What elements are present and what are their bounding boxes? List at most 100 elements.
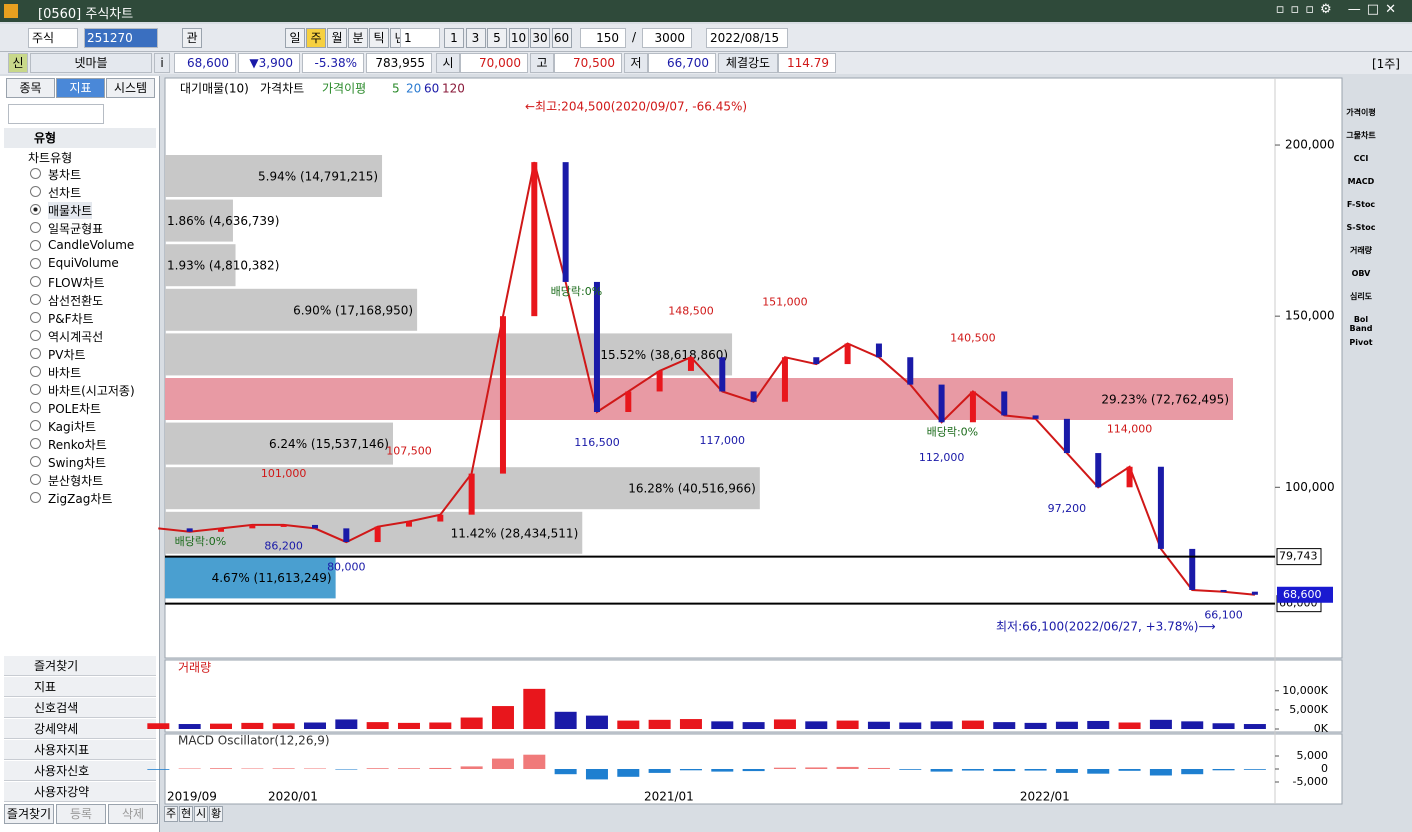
chart-type-item[interactable]: ZigZag차트 xyxy=(48,492,113,506)
radio[interactable] xyxy=(30,402,41,413)
chart-type-item[interactable]: P&F차트 xyxy=(48,312,94,326)
interval-button[interactable]: 10 xyxy=(508,28,529,48)
radio[interactable] xyxy=(30,330,41,341)
interval-button[interactable]: 1 xyxy=(444,28,464,48)
radio[interactable] xyxy=(30,294,41,305)
chart-type-item[interactable]: 역시계곡선 xyxy=(48,330,104,344)
tool-button[interactable]: 거래량 xyxy=(1349,246,1373,255)
button[interactable]: 관 xyxy=(182,28,202,48)
tool-button[interactable]: MACD xyxy=(1347,177,1375,186)
radio[interactable] xyxy=(30,204,41,215)
radio[interactable] xyxy=(30,492,41,503)
bottom-tab[interactable]: 즐겨찾기 xyxy=(4,804,54,824)
folder[interactable]: 지표 xyxy=(4,677,156,697)
chart-type-item[interactable]: Renko차트 xyxy=(48,438,107,452)
info-button[interactable]: i xyxy=(154,53,170,73)
view-count[interactable]: 150 xyxy=(580,28,626,48)
chart-type-item[interactable]: 바차트(시고저종) xyxy=(48,384,135,398)
section-header: 유형 xyxy=(4,128,156,148)
chart-type-item[interactable]: 일목균형표 xyxy=(48,222,104,236)
search-input[interactable] xyxy=(8,104,104,124)
tool-button[interactable]: 그물차트 xyxy=(1346,131,1376,140)
bottom-tab[interactable]: 등록 xyxy=(56,804,106,824)
radio[interactable] xyxy=(30,366,41,377)
chart-type-item[interactable]: Swing차트 xyxy=(48,456,107,470)
bar xyxy=(1055,721,1078,729)
radio[interactable] xyxy=(30,258,41,269)
chart-type-item[interactable]: FLOW차트 xyxy=(48,276,105,290)
tool-button[interactable]: S-Stoc xyxy=(1346,223,1376,232)
candle xyxy=(1001,391,1008,416)
interval-button[interactable]: 3 xyxy=(465,28,486,48)
folder[interactable]: 사용자강약 xyxy=(4,782,156,802)
bar xyxy=(523,688,546,729)
folder[interactable]: 강세약세 xyxy=(4,719,156,739)
total-count[interactable]: 3000 xyxy=(642,28,692,48)
date-select[interactable]: 2022/08/15 xyxy=(706,28,788,48)
folder[interactable]: 사용자신호 xyxy=(4,761,156,781)
radio[interactable] xyxy=(30,438,41,449)
chart-type-item[interactable]: EquiVolume xyxy=(48,256,119,270)
tool-button[interactable]: OBV xyxy=(1351,269,1371,278)
period-button[interactable]: 분 xyxy=(348,28,368,48)
interval-button[interactable]: 30 xyxy=(530,28,550,48)
field-value: 70,500 xyxy=(554,53,622,73)
chart-type-item[interactable]: 봉차트 xyxy=(48,168,82,182)
radio[interactable] xyxy=(30,222,41,233)
radio[interactable] xyxy=(30,240,41,251)
period-button[interactable]: 주 xyxy=(306,28,326,48)
radio[interactable] xyxy=(30,420,41,431)
folder[interactable]: 신호검색 xyxy=(4,698,156,718)
period-button[interactable]: 일 xyxy=(285,28,305,48)
bottom-button[interactable]: 황 xyxy=(209,806,223,822)
peak-label: 148,500 xyxy=(668,304,714,317)
chart-type-item[interactable]: PV차트 xyxy=(48,348,86,362)
bar xyxy=(961,769,984,771)
tool-button[interactable]: F-Stoc xyxy=(1346,200,1376,209)
bottom-button[interactable]: 현 xyxy=(179,806,193,822)
radio[interactable] xyxy=(30,384,41,395)
tool-button[interactable]: Bol Band xyxy=(1349,315,1373,333)
bottom-tab[interactable]: 삭제 xyxy=(108,804,158,824)
sidebar-tab[interactable]: 시스템 xyxy=(106,78,155,98)
period-button[interactable]: 월 xyxy=(327,28,347,48)
period-button[interactable]: 틱 xyxy=(369,28,389,48)
radio[interactable] xyxy=(30,456,41,467)
bottom-button[interactable]: 시 xyxy=(194,806,208,822)
chart-type-item[interactable]: 분산형차트 xyxy=(48,474,104,488)
peak-label: 151,000 xyxy=(762,296,808,309)
tool-button[interactable]: 가격이평 xyxy=(1346,108,1376,117)
interval-button[interactable]: 5 xyxy=(487,28,507,48)
tool-button[interactable]: 심리도 xyxy=(1349,292,1373,301)
chart-type-item[interactable]: CandleVolume xyxy=(48,238,135,252)
bar xyxy=(1212,723,1235,729)
code-input[interactable]: 251270 xyxy=(84,28,158,48)
market-select[interactable]: 주식 xyxy=(28,28,78,48)
count-select[interactable]: 1 xyxy=(400,28,440,48)
radio[interactable] xyxy=(30,312,41,323)
badge: 신 xyxy=(8,53,28,73)
window-controls[interactable]: ▫▫▫⚙ —□✕ xyxy=(1275,2,1402,17)
chart-type-item[interactable]: 선차트 xyxy=(48,186,82,200)
chart-type-item[interactable]: 삼선전환도 xyxy=(48,294,104,308)
radio[interactable] xyxy=(30,348,41,359)
folder[interactable]: 즐겨찾기 xyxy=(4,656,156,676)
tool-button[interactable]: Pivot xyxy=(1349,338,1373,347)
tool-button[interactable]: CCI xyxy=(1353,154,1369,163)
radio[interactable] xyxy=(30,474,41,485)
interval-button[interactable]: 60 xyxy=(551,28,572,48)
current-price-tag xyxy=(1277,586,1333,603)
radio[interactable] xyxy=(30,276,41,287)
folder[interactable]: 사용자지표 xyxy=(4,740,156,760)
radio[interactable] xyxy=(30,168,41,179)
sidebar-tab[interactable]: 지표 xyxy=(56,78,105,98)
bar xyxy=(1181,769,1204,775)
chart-type-item[interactable]: POLE차트 xyxy=(48,402,102,416)
bottom-button[interactable]: 주 xyxy=(164,806,178,822)
strength: 114.79 xyxy=(778,53,836,73)
radio[interactable] xyxy=(30,186,41,197)
chart-type-item[interactable]: 매물차트 xyxy=(48,202,93,219)
chart-type-item[interactable]: Kagi차트 xyxy=(48,420,97,434)
chart-type-item[interactable]: 바차트 xyxy=(48,366,82,380)
sidebar-tab[interactable]: 종목 xyxy=(6,78,55,98)
